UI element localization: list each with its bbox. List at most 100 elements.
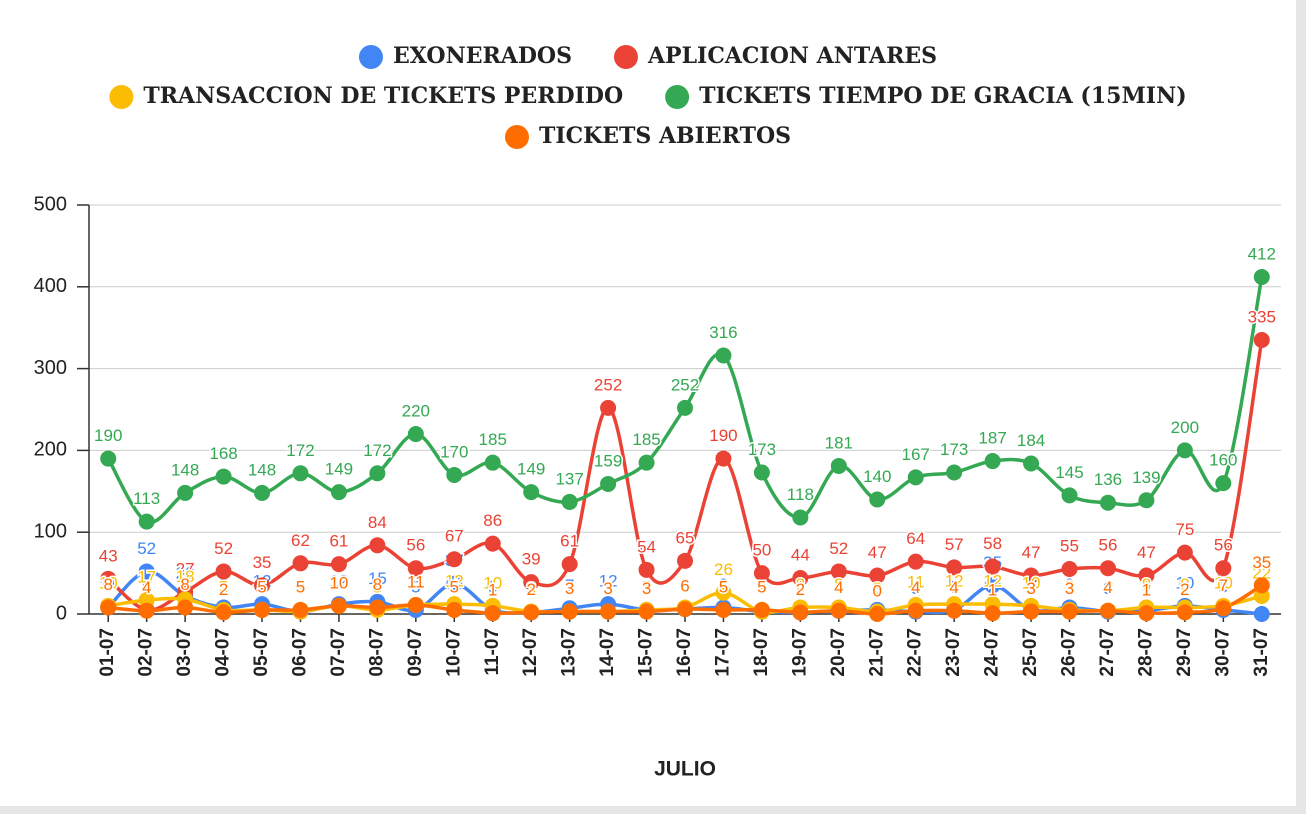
data-point	[292, 555, 309, 572]
data-point	[1138, 567, 1155, 584]
legend-label: EXONERADOS	[393, 43, 572, 69]
data-label: 17	[137, 568, 156, 587]
data-label: 18	[176, 567, 195, 586]
data-point	[177, 599, 194, 616]
data-label: 52	[829, 539, 848, 558]
data-label: 335	[1248, 307, 1276, 326]
x-tick-label: 20-07	[828, 628, 849, 677]
x-tick-label: 10-07	[443, 628, 464, 677]
x-tick-label: 15-07	[636, 628, 657, 677]
data-point	[1138, 605, 1155, 622]
data-label: 3	[757, 579, 766, 598]
data-label: 145	[1055, 463, 1083, 482]
data-point	[215, 563, 232, 580]
data-label: 50	[752, 541, 771, 560]
data-label: 5	[373, 577, 382, 596]
data-label: 187	[978, 429, 1006, 448]
data-label: 8	[796, 575, 805, 594]
data-label: 8	[1180, 575, 1189, 594]
legend-label: TRANSACCION DE TICKETS PERDIDO	[143, 83, 623, 109]
data-label: 6	[680, 577, 689, 596]
data-label: 3	[526, 579, 535, 598]
y-tick-label: 100	[34, 520, 67, 542]
data-label: 113	[133, 489, 160, 508]
data-point	[600, 399, 617, 416]
data-label: 160	[1209, 451, 1237, 470]
data-point	[1176, 604, 1193, 621]
data-label: 57	[945, 535, 964, 554]
data-label: 12	[599, 572, 618, 591]
data-point	[869, 491, 886, 508]
y-tick-label: 400	[34, 275, 67, 297]
data-label: 2	[526, 580, 535, 599]
legend-swatch	[358, 45, 383, 69]
data-label: 168	[209, 444, 237, 463]
data-label: 10	[1022, 573, 1041, 592]
x-tick-label: 22-07	[905, 628, 926, 677]
data-label: 173	[940, 440, 968, 459]
data-label: 159	[594, 451, 622, 470]
data-label: 148	[248, 460, 276, 479]
data-label: 8	[834, 575, 843, 594]
x-tick-label: 29-07	[1174, 628, 1195, 677]
x-tick-label: 06-07	[289, 628, 310, 677]
data-label: 86	[483, 511, 502, 530]
data-label: 47	[1022, 543, 1041, 562]
data-label: 5	[296, 577, 305, 596]
data-point	[1176, 442, 1193, 459]
legend-swatch	[613, 45, 638, 69]
data-label: 3	[603, 579, 612, 598]
data-label: 8	[103, 575, 112, 594]
series-line	[107, 339, 1264, 612]
data-point	[446, 575, 463, 592]
data-label: 75	[1175, 520, 1194, 539]
data-label: 10	[329, 573, 348, 592]
data-label: 10	[1175, 573, 1194, 592]
data-label: 2	[219, 580, 228, 599]
data-point	[830, 563, 847, 580]
data-label: 22	[1252, 563, 1271, 582]
data-label: 170	[440, 442, 468, 461]
data-label: 3	[1065, 579, 1074, 598]
data-label: 3	[757, 579, 766, 598]
data-point	[792, 570, 809, 587]
data-label: 10	[483, 573, 502, 592]
x-tick-label: 07-07	[328, 628, 349, 677]
data-label: 148	[171, 460, 199, 479]
data-point	[1253, 606, 1270, 622]
data-point	[907, 602, 924, 619]
data-point	[753, 464, 770, 481]
data-point	[523, 604, 540, 621]
data-point	[1215, 475, 1232, 492]
data-point	[446, 551, 463, 568]
data-label: 62	[291, 531, 310, 550]
data-label: 10	[329, 573, 348, 592]
data-point	[407, 426, 424, 443]
data-point	[984, 453, 1001, 470]
data-point	[946, 559, 963, 576]
data-point	[292, 601, 309, 618]
data-point	[138, 513, 155, 530]
data-label: 55	[1060, 536, 1079, 555]
data-label: 3	[642, 579, 651, 598]
data-label: 4	[1103, 578, 1112, 597]
x-tick-label: 19-07	[789, 628, 810, 677]
data-label: 3	[565, 579, 574, 598]
data-label: 4	[1103, 578, 1112, 597]
data-point	[254, 577, 271, 594]
legend-swatch	[109, 85, 134, 109]
data-label: 12	[983, 572, 1002, 591]
data-label: 8	[219, 575, 228, 594]
x-tick-label: 05-07	[251, 628, 272, 677]
data-label: 44	[791, 545, 810, 564]
y-tick-label: 500	[34, 193, 67, 215]
x-tick-label: 25-07	[1020, 628, 1041, 677]
data-label: 5	[142, 577, 151, 596]
x-tick-label: 23-07	[943, 628, 964, 677]
data-label: 67	[445, 527, 464, 546]
data-label: 6	[680, 577, 689, 596]
data-label: 10	[1214, 573, 1233, 592]
data-label: 11	[407, 572, 425, 591]
data-point	[523, 484, 540, 501]
data-point	[1176, 544, 1193, 561]
